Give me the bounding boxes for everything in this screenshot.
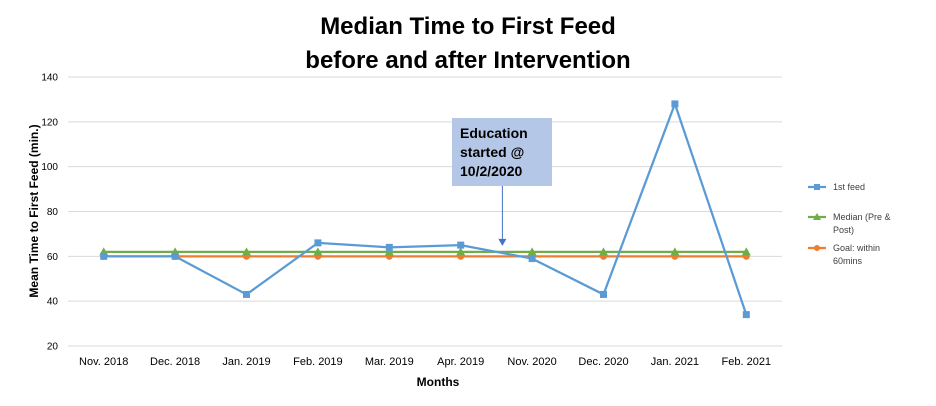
point-median-pre-post-mar-2019 bbox=[384, 247, 394, 256]
legend-marker-circle bbox=[814, 245, 820, 251]
x-tick-label-mar-2019: Mar. 2019 bbox=[365, 356, 414, 368]
x-tick-label-apr-2019: Apr. 2019 bbox=[437, 356, 484, 368]
series-1st-feed bbox=[100, 100, 750, 319]
series-median-pre-post bbox=[99, 247, 751, 256]
x-tick-label-feb-2019: Feb. 2019 bbox=[293, 356, 343, 368]
y-tick-label-60: 60 bbox=[47, 252, 59, 263]
y-tick-label-40: 40 bbox=[47, 297, 59, 308]
y-tick-label-120: 120 bbox=[41, 117, 58, 128]
y-tick-label-140: 140 bbox=[41, 73, 58, 84]
x-tick-label-nov-2018: Nov. 2018 bbox=[79, 356, 128, 368]
point-median-pre-post-feb-2019 bbox=[313, 247, 323, 256]
education-annotation: Education started @ 10/2/2020 bbox=[452, 118, 552, 246]
legend-marker-triangle bbox=[813, 213, 821, 220]
point-1st-feed-jan-2021 bbox=[671, 100, 679, 108]
y-tick-label-20: 20 bbox=[47, 342, 59, 353]
point-1st-feed-feb-2019 bbox=[314, 239, 322, 247]
point-median-pre-post-apr-2019 bbox=[456, 247, 466, 256]
legend-label-goal-part-2: 60mins bbox=[833, 256, 863, 266]
x-tick-label-feb-2021: Feb. 2021 bbox=[722, 356, 772, 368]
point-median-pre-post-nov-2020 bbox=[527, 247, 537, 256]
y-tick-label-80: 80 bbox=[47, 207, 59, 218]
legend-entry-1st-feed: 1st feed bbox=[808, 182, 865, 192]
series-line-1st-feed bbox=[103, 102, 748, 315]
point-median-pre-post-jan-2019 bbox=[242, 247, 251, 256]
chart-title-line-2: before and after Intervention bbox=[305, 47, 630, 74]
legend-label-goal: Goal: within 60mins bbox=[833, 243, 883, 266]
legend-label-goal-part-1: Goal: within bbox=[833, 243, 880, 253]
point-1st-feed-nov-2018 bbox=[100, 252, 108, 260]
legend: 1st feed Median (Pre & Post) Goal: withi… bbox=[808, 182, 893, 266]
point-median-pre-post-feb-2021 bbox=[741, 247, 751, 256]
x-tick-label-jan-2021: Jan. 2021 bbox=[651, 356, 699, 368]
point-median-pre-post-dec-2020 bbox=[599, 247, 608, 256]
legend-label-median-part-2: Post) bbox=[833, 225, 854, 235]
legend-label-median-part-1: Median (Pre & bbox=[833, 212, 891, 222]
legend-label-1st-feed: 1st feed bbox=[833, 182, 865, 192]
annotation-line-2: started @ bbox=[460, 144, 524, 160]
point-1st-feed-dec-2020 bbox=[600, 290, 607, 298]
x-tick-label-nov-2020: Nov. 2020 bbox=[507, 356, 556, 368]
x-tick-label-jan-2019: Jan. 2019 bbox=[222, 356, 270, 368]
point-1st-feed-apr-2019 bbox=[457, 241, 465, 249]
point-1st-feed-feb-2021 bbox=[742, 311, 750, 319]
legend-entry-median: Median (Pre & Post) bbox=[808, 212, 893, 235]
gridlines bbox=[68, 76, 782, 347]
series-goal-within-60mins bbox=[100, 252, 750, 260]
point-1st-feed-jan-2019 bbox=[243, 290, 250, 298]
point-1st-feed-mar-2019 bbox=[385, 243, 393, 251]
y-axis-ticks: 20 40 60 80 100 120 140 bbox=[41, 73, 58, 353]
point-median-pre-post-jan-2021 bbox=[670, 247, 680, 256]
legend-label-median: Median (Pre & Post) bbox=[833, 212, 893, 235]
x-tick-label-dec-2020: Dec. 2020 bbox=[578, 356, 628, 368]
x-axis-ticks: Nov. 2018 Dec. 2018 Jan. 2019 Feb. 2019 Mar.… bbox=[79, 356, 771, 368]
legend-marker-square bbox=[814, 184, 820, 190]
legend-entry-goal: Goal: within 60mins bbox=[808, 243, 883, 266]
annotation-line-3: 10/2/2020 bbox=[460, 163, 522, 179]
y-axis-label: Mean Time to First Feed (min.) bbox=[27, 124, 41, 297]
y-tick-label-100: 100 bbox=[41, 162, 58, 173]
annotation-box bbox=[452, 118, 552, 186]
x-tick-label-dec-2018: Dec. 2018 bbox=[150, 356, 200, 368]
x-axis-label: Months bbox=[417, 375, 460, 389]
point-1st-feed-dec-2018 bbox=[171, 252, 179, 260]
point-1st-feed-nov-2020 bbox=[528, 255, 536, 263]
chart-title-line-1: Median Time to First Feed bbox=[320, 13, 616, 40]
annotation-line-1: Education bbox=[460, 125, 528, 141]
plot-series bbox=[99, 100, 751, 319]
annotation-arrowhead bbox=[498, 238, 507, 246]
